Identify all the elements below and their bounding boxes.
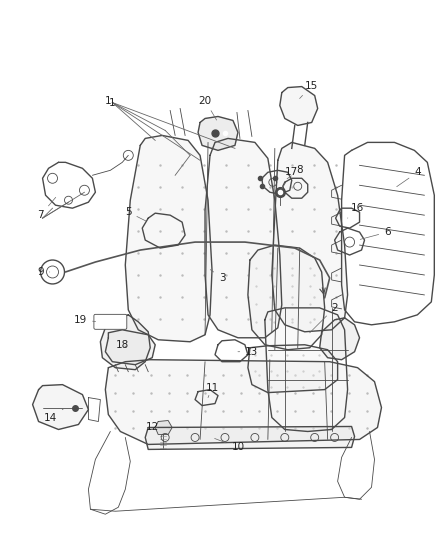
Text: 14: 14: [44, 409, 63, 423]
Polygon shape: [198, 117, 238, 150]
Text: 9: 9: [37, 267, 50, 277]
Text: 12: 12: [145, 423, 159, 432]
Text: 1: 1: [105, 95, 112, 106]
Text: 17: 17: [281, 167, 298, 190]
Polygon shape: [205, 139, 282, 338]
Polygon shape: [106, 330, 155, 365]
Text: 10: 10: [215, 439, 244, 453]
Polygon shape: [155, 421, 172, 434]
Polygon shape: [272, 142, 348, 332]
Text: 11: 11: [205, 383, 219, 398]
Polygon shape: [145, 426, 355, 449]
Text: 2: 2: [310, 303, 338, 333]
Text: 20: 20: [198, 95, 216, 120]
Text: 16: 16: [348, 203, 364, 218]
Text: 15: 15: [300, 80, 318, 99]
Text: 3: 3: [210, 270, 225, 283]
Polygon shape: [248, 345, 338, 393]
Text: 6: 6: [360, 227, 391, 239]
Polygon shape: [125, 135, 212, 342]
Polygon shape: [248, 245, 325, 350]
Polygon shape: [280, 86, 318, 125]
Text: 13: 13: [238, 347, 258, 357]
Text: 7: 7: [37, 197, 56, 220]
Polygon shape: [100, 315, 150, 370]
FancyBboxPatch shape: [94, 314, 127, 329]
Polygon shape: [320, 318, 360, 360]
Text: 18: 18: [116, 340, 129, 350]
Text: 1: 1: [109, 98, 116, 108]
Text: 8: 8: [287, 165, 303, 179]
Text: 5: 5: [125, 207, 146, 221]
Text: 19: 19: [74, 315, 95, 325]
Text: 4: 4: [397, 167, 420, 187]
Polygon shape: [32, 385, 88, 430]
Polygon shape: [106, 360, 381, 445]
